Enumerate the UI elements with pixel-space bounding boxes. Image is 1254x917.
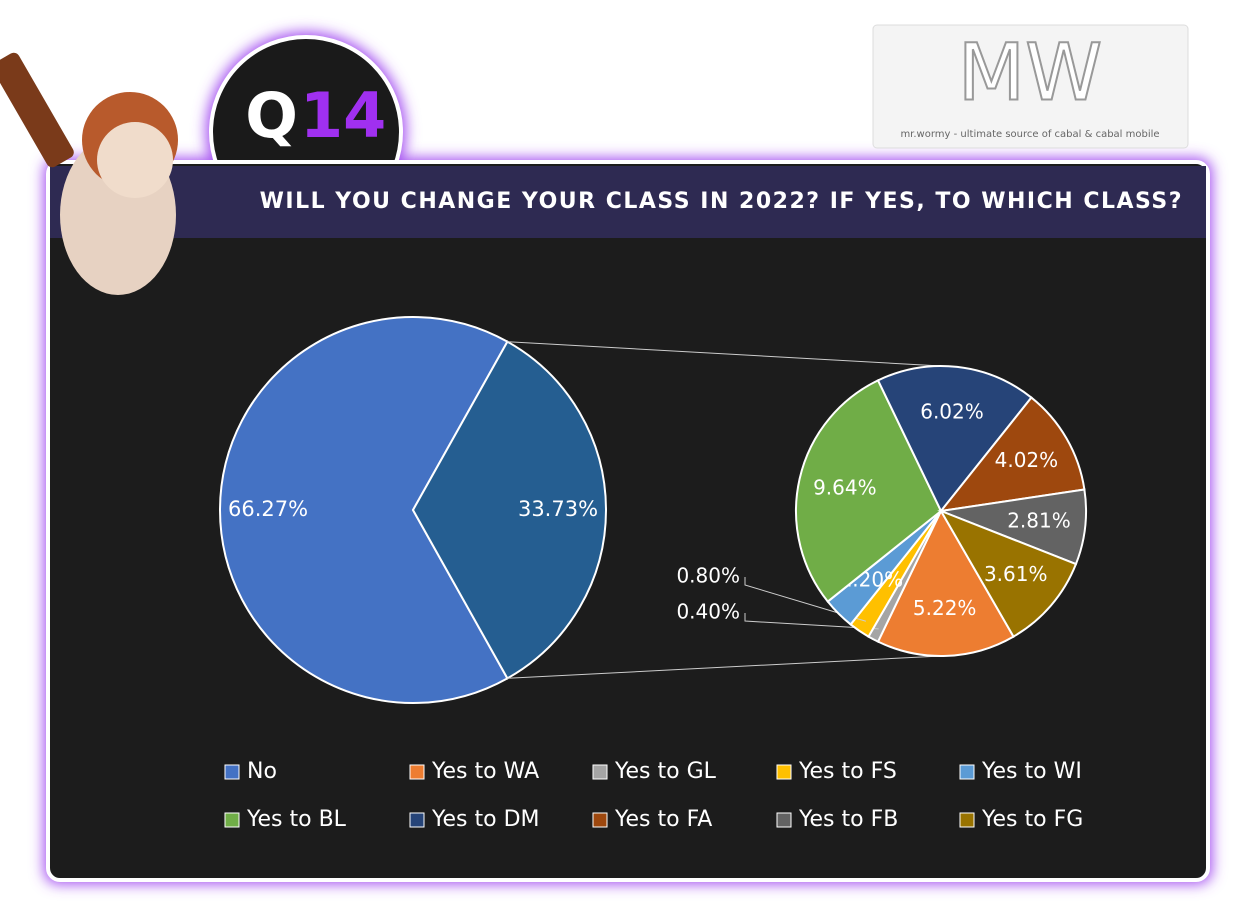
connector <box>507 341 942 367</box>
legend-swatch <box>959 812 975 828</box>
legend-swatch <box>224 764 240 780</box>
logo-tagline: mr.wormy - ultimate source of cabal & ca… <box>900 129 1159 140</box>
data-label: 4.02% <box>995 448 1059 472</box>
connector <box>507 655 942 679</box>
data-label: 9.64% <box>813 476 877 500</box>
legend-label: Yes to WI <box>981 759 1082 784</box>
chart-title: WILL YOU CHANGE YOUR CLASS IN 2022? IF Y… <box>260 189 1183 214</box>
legend-label: No <box>247 759 277 784</box>
data-label: 0.40% <box>676 600 740 624</box>
logo: MW <box>958 28 1102 118</box>
pie-slice <box>795 379 943 603</box>
pie-slice <box>218 316 509 704</box>
legend-label: Yes to FA <box>614 807 712 832</box>
data-label: 33.73% <box>518 497 598 521</box>
legend-swatch <box>776 812 792 828</box>
data-label: 66.27% <box>228 497 308 521</box>
logo-box <box>872 24 1189 149</box>
legend-label: Yes to DM <box>431 807 540 832</box>
data-label: 0.80% <box>676 564 740 588</box>
pie-slice <box>411 340 607 680</box>
legend-swatch <box>409 764 425 780</box>
title-bar <box>50 166 1206 238</box>
pie-slice <box>938 509 1078 638</box>
badge-number: 14 <box>300 79 386 152</box>
legend-label: Yes to FG <box>981 807 1083 832</box>
pie-slice <box>876 365 1033 513</box>
legend-swatch <box>592 812 608 828</box>
legend-label: Yes to WA <box>431 759 539 784</box>
pie-slice <box>876 508 1015 657</box>
leader-line <box>744 577 867 622</box>
legend-label: Yes to GL <box>614 759 717 784</box>
legend-swatch <box>959 764 975 780</box>
legend-swatch <box>592 764 608 780</box>
mascot <box>0 52 178 295</box>
legend-swatch <box>776 764 792 780</box>
data-label: 2.81% <box>1007 509 1071 533</box>
data-label: 6.02% <box>920 400 984 424</box>
legend-label: Yes to FS <box>798 759 897 784</box>
legend-label: Yes to BL <box>246 807 347 832</box>
legend-swatch <box>224 812 240 828</box>
pie-slice <box>938 396 1086 513</box>
data-label: 3.61% <box>984 562 1048 586</box>
leader-line <box>744 613 879 630</box>
badge-q: Q <box>245 79 298 152</box>
legend-label: Yes to FB <box>798 807 898 832</box>
legend-swatch <box>409 812 425 828</box>
data-label: 5.22% <box>913 596 977 620</box>
